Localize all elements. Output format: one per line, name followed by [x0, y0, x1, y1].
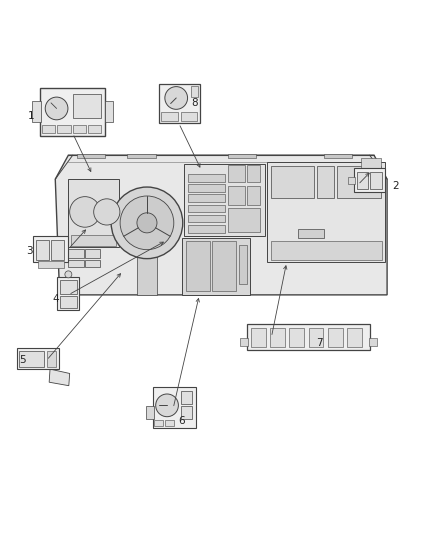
Bar — [187, 215, 225, 222]
Text: 1: 1 — [28, 111, 35, 121]
Bar — [354, 168, 385, 192]
Bar — [228, 154, 256, 158]
Circle shape — [165, 87, 187, 109]
Bar — [159, 84, 200, 123]
Bar — [60, 296, 77, 308]
Bar — [267, 161, 385, 262]
Bar — [105, 101, 113, 123]
Bar — [228, 185, 245, 205]
Text: 5: 5 — [19, 356, 26, 365]
Circle shape — [94, 199, 120, 225]
Bar — [251, 328, 266, 348]
Bar — [228, 165, 245, 182]
Bar — [247, 324, 370, 350]
Bar — [154, 420, 163, 426]
Bar — [239, 245, 247, 284]
Bar — [187, 183, 225, 192]
Text: 8: 8 — [192, 98, 198, 108]
Bar — [328, 328, 343, 348]
Circle shape — [111, 187, 183, 259]
Bar — [165, 420, 173, 426]
Bar — [35, 240, 49, 260]
Bar — [68, 179, 119, 247]
Bar — [181, 406, 192, 419]
Bar — [270, 328, 285, 348]
Bar — [68, 249, 84, 258]
Bar — [370, 172, 382, 189]
Bar — [182, 238, 250, 295]
Bar — [297, 229, 324, 238]
Bar — [369, 338, 377, 346]
Bar — [57, 125, 71, 133]
Bar — [42, 125, 55, 133]
Bar — [152, 386, 196, 428]
Circle shape — [65, 271, 72, 278]
Bar — [271, 241, 382, 261]
Polygon shape — [55, 155, 387, 295]
Bar — [181, 391, 192, 404]
Bar — [187, 174, 225, 182]
Circle shape — [155, 394, 178, 417]
Text: 6: 6 — [179, 416, 185, 426]
Bar — [187, 193, 225, 203]
Bar — [361, 158, 381, 171]
Bar — [127, 154, 155, 158]
Bar — [247, 165, 261, 182]
Bar — [60, 280, 77, 294]
Bar — [228, 207, 261, 231]
Bar — [357, 172, 368, 189]
Circle shape — [70, 197, 100, 227]
Circle shape — [45, 97, 68, 120]
Text: 2: 2 — [392, 181, 399, 191]
Bar — [38, 261, 64, 268]
Bar — [187, 205, 225, 212]
Bar — [308, 328, 323, 348]
Text: 3: 3 — [26, 246, 32, 256]
Bar — [85, 260, 100, 268]
Bar — [289, 328, 304, 348]
Bar — [57, 277, 79, 310]
Bar — [77, 154, 106, 158]
Circle shape — [120, 196, 174, 249]
Bar — [337, 166, 381, 198]
Bar — [212, 241, 237, 292]
Bar — [68, 260, 84, 268]
Circle shape — [137, 213, 157, 233]
Bar — [324, 154, 352, 158]
Bar — [51, 240, 64, 260]
Bar — [317, 166, 334, 198]
Bar — [32, 101, 41, 123]
Text: 7: 7 — [316, 338, 323, 348]
Bar — [247, 185, 261, 205]
Bar — [146, 406, 153, 419]
Text: 4: 4 — [52, 294, 59, 304]
Bar — [180, 111, 197, 121]
Bar — [46, 351, 56, 367]
Bar — [161, 111, 177, 121]
Bar — [138, 223, 156, 295]
Bar — [191, 86, 198, 97]
Bar — [40, 88, 106, 135]
Polygon shape — [49, 369, 70, 386]
Bar — [71, 235, 117, 246]
Bar — [271, 166, 314, 198]
Bar — [184, 164, 265, 236]
Bar — [85, 249, 100, 258]
Bar — [88, 125, 101, 133]
Bar — [73, 94, 101, 118]
Bar — [347, 328, 362, 348]
Bar — [17, 348, 59, 369]
Bar — [19, 351, 44, 367]
Bar — [240, 338, 248, 346]
Bar — [186, 241, 210, 292]
Bar — [73, 125, 86, 133]
Bar — [33, 236, 68, 262]
Bar — [348, 176, 355, 184]
Bar — [187, 224, 225, 233]
